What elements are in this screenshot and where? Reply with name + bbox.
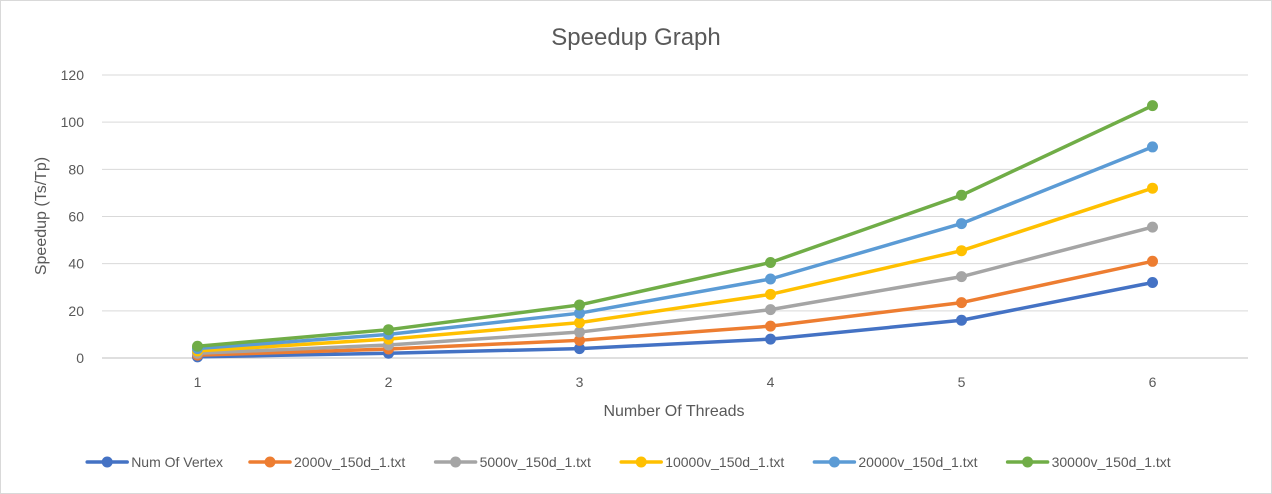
legend-label: 20000v_150d_1.txt bbox=[858, 454, 977, 470]
legend-label: 30000v_150d_1.txt bbox=[1052, 454, 1171, 470]
data-point bbox=[1147, 100, 1158, 112]
series-line bbox=[195, 103, 1155, 348]
x-axis-title: Number Of Threads bbox=[603, 403, 744, 420]
y-axis-title: Speedup (Ts/Tp) bbox=[33, 157, 50, 275]
legend-swatch-marker bbox=[1022, 456, 1034, 468]
data-point bbox=[1147, 277, 1158, 289]
y-tick-label: 100 bbox=[61, 114, 85, 130]
data-point bbox=[765, 304, 776, 316]
x-tick-label: 6 bbox=[1149, 374, 1157, 390]
y-tick-label: 120 bbox=[61, 67, 85, 83]
series-line bbox=[195, 145, 1155, 351]
gridlines bbox=[102, 74, 1248, 359]
series-line bbox=[195, 259, 1155, 357]
data-point bbox=[765, 256, 776, 268]
x-tick-label: 4 bbox=[767, 374, 775, 390]
y-tick-label: 0 bbox=[76, 350, 84, 366]
series-line bbox=[195, 186, 1155, 353]
x-tick-label: 5 bbox=[958, 374, 966, 390]
data-point bbox=[574, 299, 585, 311]
data-point bbox=[574, 317, 585, 329]
series-line bbox=[195, 225, 1155, 356]
series-group bbox=[192, 100, 1158, 363]
data-point bbox=[765, 333, 776, 345]
legend-swatch-marker bbox=[635, 456, 647, 468]
data-point bbox=[383, 324, 394, 336]
data-point bbox=[574, 307, 585, 319]
x-tick-label: 3 bbox=[576, 374, 584, 390]
y-axis-ticks: 0 20 40 60 80 100 120 bbox=[61, 67, 85, 366]
data-point bbox=[574, 343, 585, 355]
legend-label: 5000v_150d_1.txt bbox=[480, 454, 591, 470]
legend: Num Of Vertex 2000v_150d_1.txt 5000v_150d_… bbox=[85, 454, 1171, 470]
x-tick-label: 1 bbox=[194, 374, 202, 390]
legend-label: 2000v_150d_1.txt bbox=[294, 454, 405, 470]
data-point bbox=[956, 218, 967, 230]
y-tick-label: 20 bbox=[68, 303, 84, 319]
x-tick-label: 2 bbox=[385, 374, 393, 390]
series-line bbox=[195, 280, 1155, 359]
legend-swatch-marker bbox=[264, 456, 276, 468]
legend-swatch-marker bbox=[450, 456, 462, 468]
data-point bbox=[956, 189, 967, 201]
data-point bbox=[765, 273, 776, 285]
data-point bbox=[765, 320, 776, 332]
legend-swatch-marker bbox=[828, 456, 840, 468]
data-point bbox=[1147, 255, 1158, 267]
legend-label: 10000v_150d_1.txt bbox=[665, 454, 784, 470]
y-tick-label: 80 bbox=[68, 161, 84, 177]
data-point bbox=[574, 334, 585, 346]
legend-label: Num Of Vertex bbox=[131, 454, 223, 470]
data-point bbox=[765, 288, 776, 300]
y-tick-label: 40 bbox=[68, 256, 84, 272]
data-point bbox=[1147, 141, 1158, 153]
data-point bbox=[192, 340, 203, 352]
data-point bbox=[956, 314, 967, 326]
data-point bbox=[956, 271, 967, 283]
data-point bbox=[1147, 221, 1158, 233]
data-point bbox=[956, 297, 967, 309]
legend-swatch-marker bbox=[101, 456, 113, 468]
data-point bbox=[1147, 182, 1158, 194]
data-point bbox=[574, 326, 585, 338]
y-tick-label: 60 bbox=[68, 209, 84, 225]
data-point bbox=[956, 245, 967, 257]
x-axis-ticks: 1 2 3 4 5 6 bbox=[194, 374, 1157, 390]
chart-title: Speedup Graph bbox=[551, 24, 720, 51]
